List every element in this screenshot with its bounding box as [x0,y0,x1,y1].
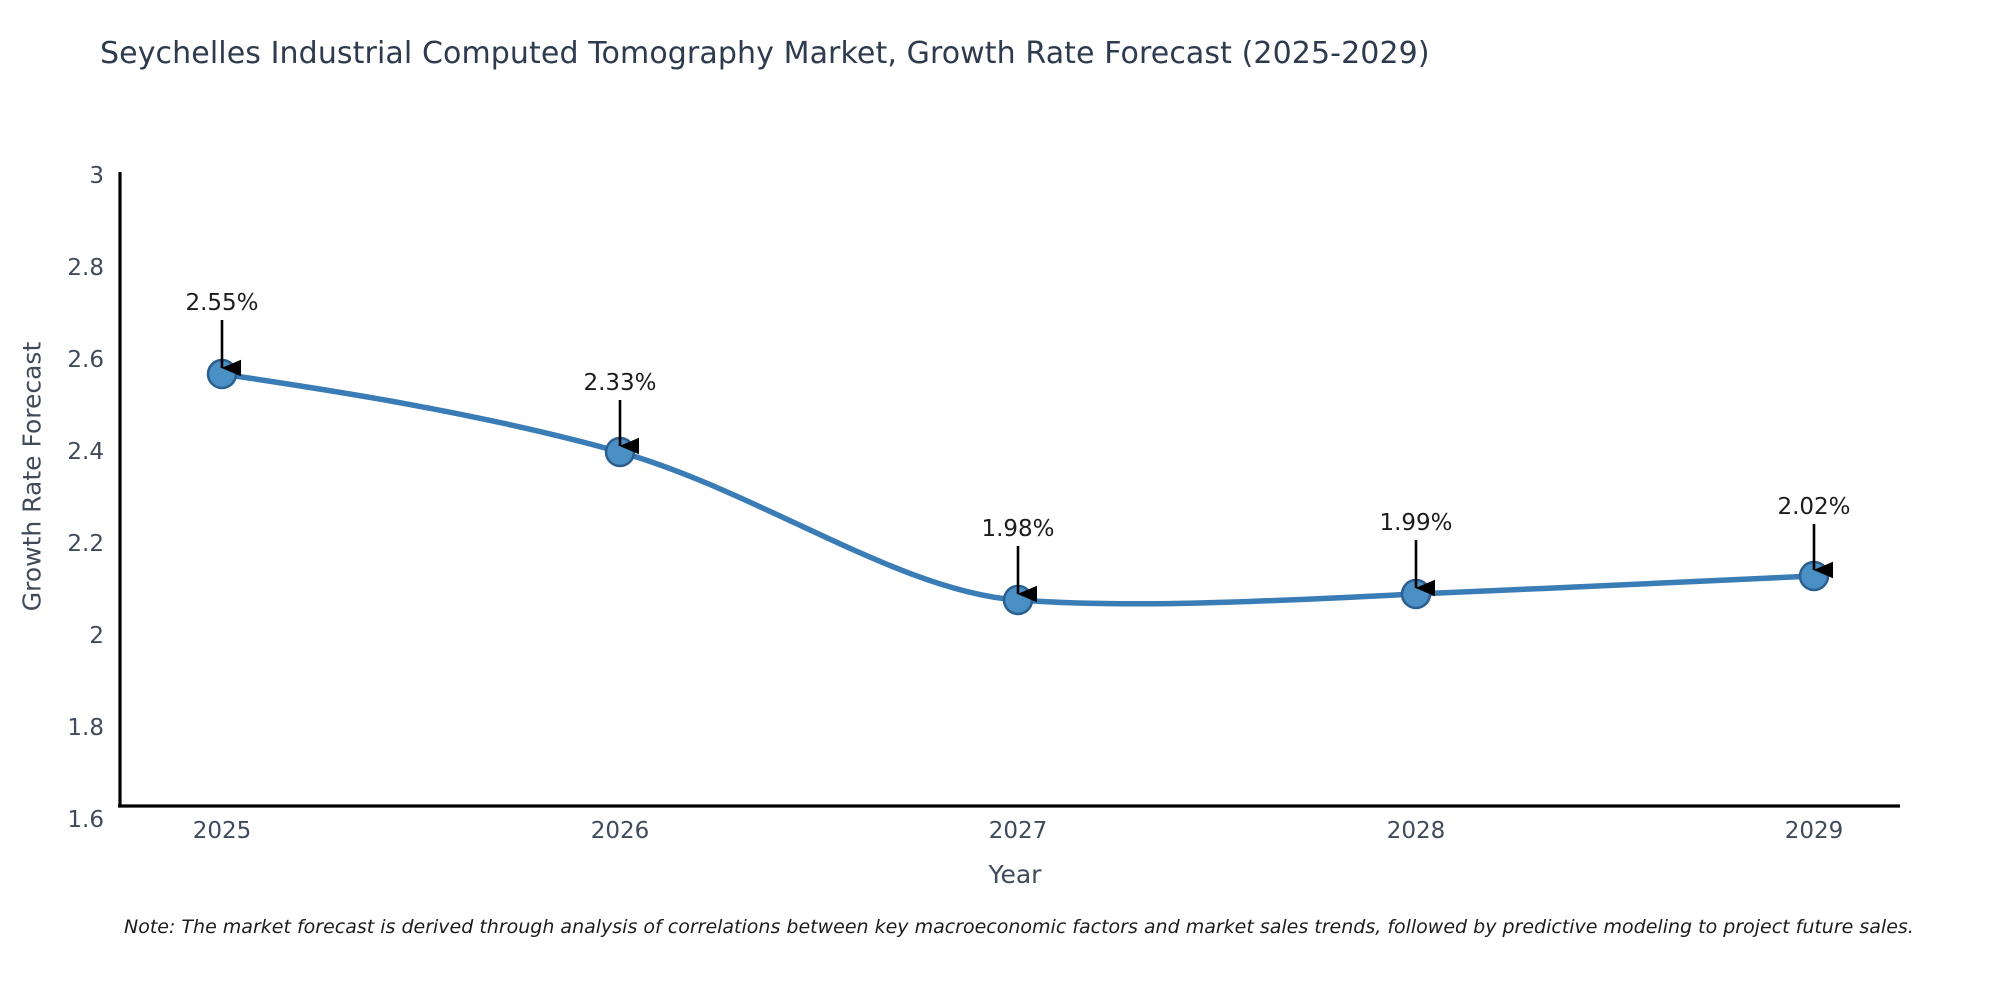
x-tick-label: 2025 [192,818,252,844]
y-tick-label: 1.6 [67,807,104,833]
x-tick-label: 2026 [590,818,650,844]
data-point-label: 2.33% [583,370,657,396]
y-tick-label: 2.2 [67,531,104,557]
y-tick-label: 2.6 [67,347,104,373]
y-tick-label: 3 [89,163,104,189]
data-point-label: 1.98% [981,516,1055,542]
data-point-label: 1.99% [1379,510,1453,536]
y-tick-label: 2 [89,623,104,649]
y-tick-label: 2.8 [67,255,104,281]
y-tick-label: 1.8 [67,715,104,741]
chart-footnote: Note: The market forecast is derived thr… [124,916,1914,938]
y-axis-tick-labels: 3 2.8 2.6 2.4 2.2 2 1.8 1.6 [0,0,104,1000]
data-point-label: 2.55% [185,290,259,316]
x-tick-label: 2029 [1784,818,1844,844]
data-point-label: 2.02% [1777,494,1851,520]
x-axis-title: Year [988,860,1042,889]
chart-title: Seychelles Industrial Computed Tomograph… [100,36,1430,71]
x-tick-label: 2028 [1386,818,1446,844]
x-tick-label: 2027 [988,818,1048,844]
y-tick-label: 2.4 [67,439,104,465]
